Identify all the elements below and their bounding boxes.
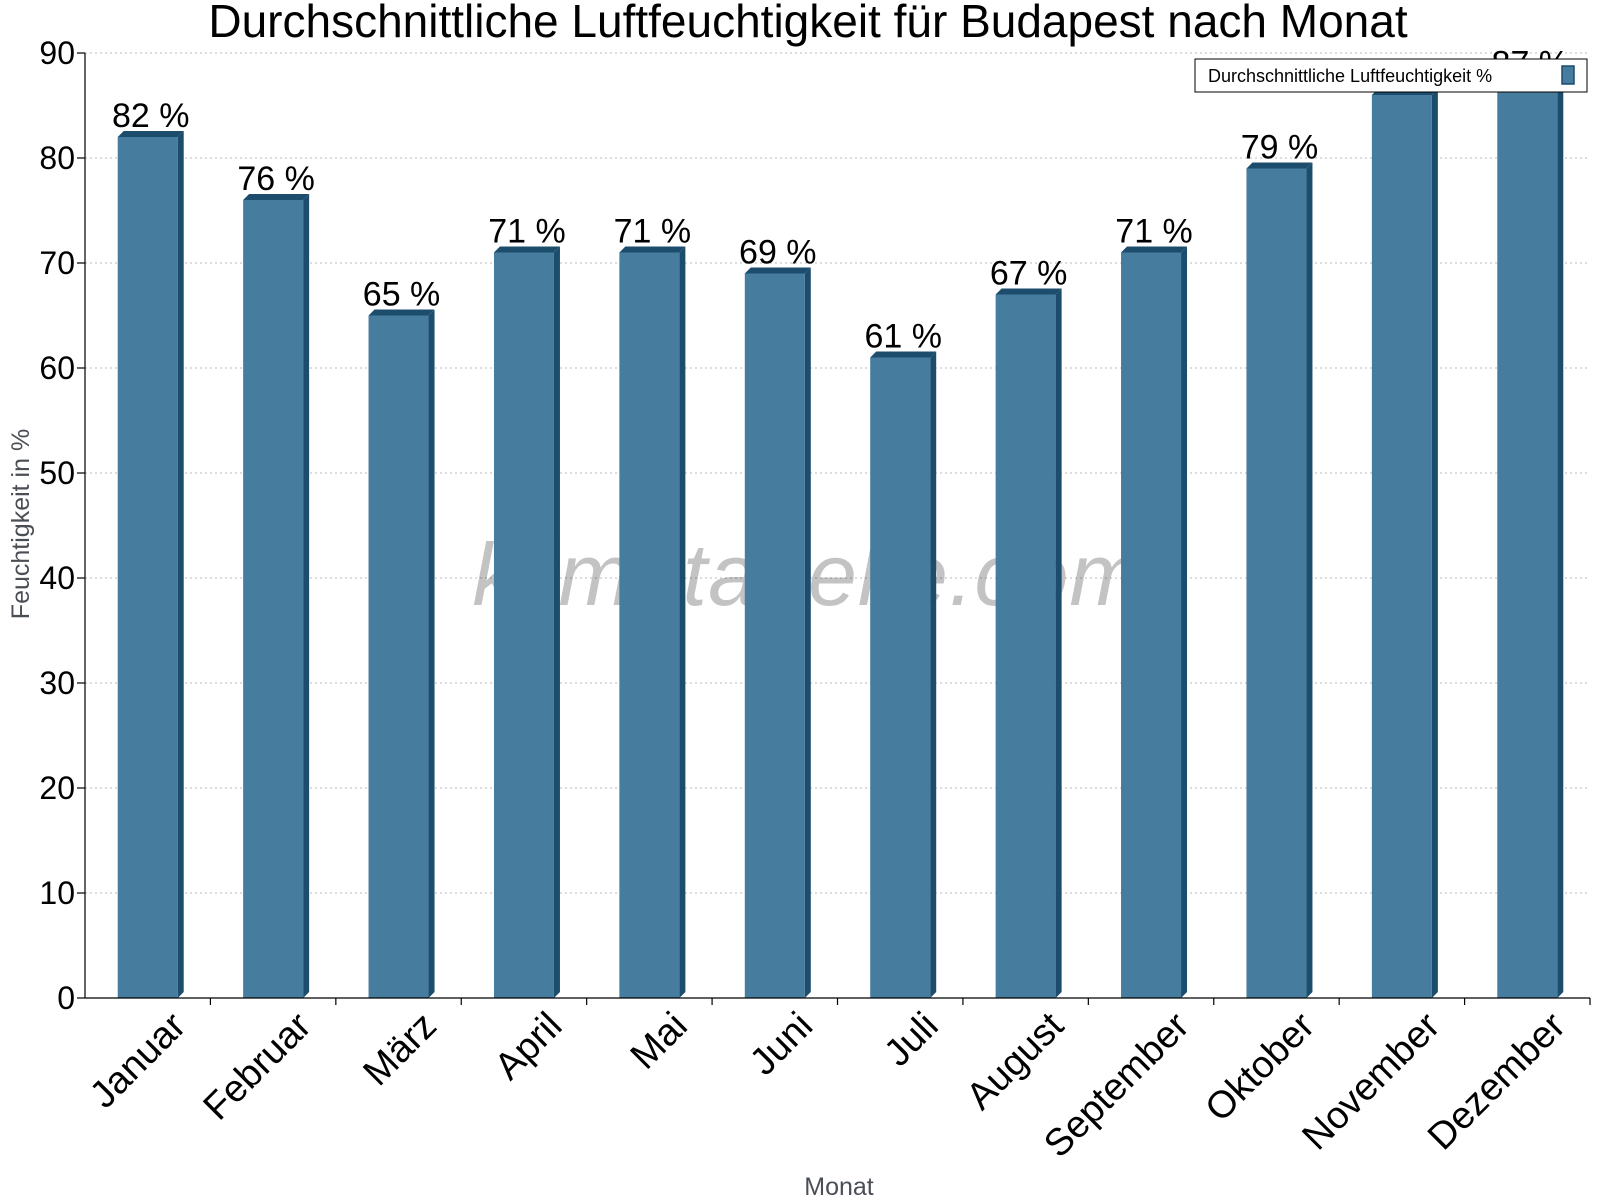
- bar-side: [553, 246, 560, 998]
- y-axis-title: Feuchtigkeit in %: [7, 429, 35, 619]
- legend-label: Durchschnittliche Luftfeuchtigkeit %: [1208, 66, 1492, 86]
- legend: Durchschnittliche Luftfeuchtigkeit %: [1194, 58, 1588, 93]
- bar-front: [995, 294, 1056, 998]
- bar-side: [1306, 162, 1313, 998]
- bar-front: [493, 252, 554, 998]
- bar: [243, 194, 310, 998]
- bar-value-label: 71 %: [614, 213, 692, 251]
- bar: [1246, 162, 1313, 998]
- bar-top: [493, 246, 560, 253]
- bar-side: [177, 131, 184, 998]
- bar: [493, 246, 560, 998]
- bar: [619, 246, 686, 998]
- bar-value-label: 82 %: [112, 97, 190, 135]
- bar-series: [117, 78, 1564, 998]
- x-tick-label: Februar: [196, 1004, 320, 1128]
- bar: [117, 131, 184, 998]
- bar-top: [995, 288, 1062, 295]
- bar-side: [804, 267, 811, 998]
- bar-value-label: 71 %: [1115, 213, 1193, 251]
- y-tick-label: 40: [39, 560, 75, 596]
- bar-top: [117, 131, 184, 137]
- bar-value-label: 69 %: [739, 234, 817, 272]
- bar-side: [1181, 246, 1188, 998]
- x-tick-label: Dezember: [1420, 1004, 1574, 1158]
- bar-front: [619, 252, 680, 998]
- bar-side: [679, 246, 686, 998]
- y-tick-label: 30: [39, 665, 75, 701]
- bar-front: [1371, 95, 1432, 998]
- legend-swatch: [1561, 65, 1575, 85]
- x-tick-label: August: [959, 1004, 1073, 1118]
- bar: [1497, 78, 1564, 998]
- bar-side: [428, 309, 435, 998]
- x-tick-label: Juni: [742, 1005, 821, 1084]
- bar-front: [1121, 252, 1182, 998]
- y-tick-label: 80: [39, 140, 75, 176]
- y-tick-label: 50: [39, 455, 75, 491]
- bar-front: [117, 137, 178, 998]
- bar: [1371, 89, 1438, 998]
- x-tick-label: Januar: [82, 1004, 194, 1116]
- x-axis-title: Monat: [804, 1173, 874, 1200]
- bar-top: [619, 246, 686, 253]
- bar-front: [1246, 168, 1307, 998]
- bar: [744, 267, 811, 998]
- y-tick-label: 10: [39, 875, 75, 911]
- bar: [870, 351, 937, 998]
- y-tick-label: 0: [57, 980, 75, 1016]
- x-tick-label: März: [355, 1005, 444, 1094]
- bar-value-label: 61 %: [864, 318, 942, 356]
- x-tick-label: Juli: [877, 1005, 947, 1075]
- bar-front: [368, 315, 429, 998]
- bar-side: [1431, 89, 1438, 998]
- bar-value-label: 76 %: [237, 160, 315, 198]
- bar-value-label: 67 %: [990, 255, 1068, 293]
- y-tick-label: 60: [39, 350, 75, 386]
- bar-front: [243, 200, 304, 998]
- y-tick-label: 70: [39, 245, 75, 281]
- legend-box: [1194, 58, 1588, 93]
- bar-top: [243, 194, 310, 200]
- bar-top: [1246, 162, 1313, 169]
- bar-top: [368, 309, 435, 316]
- bar-top: [1121, 246, 1188, 253]
- bar-value-label: 79 %: [1241, 129, 1319, 167]
- y-tick-label: 90: [39, 35, 75, 71]
- x-tick-label: Mai: [623, 1005, 696, 1078]
- chart-title: Durchschnittliche Luftfeuchtigkeit für B…: [208, 0, 1407, 47]
- grid-lines: [85, 52, 1590, 894]
- bar-front: [870, 357, 931, 998]
- bar-top: [744, 267, 811, 274]
- bar-front: [1497, 84, 1558, 998]
- bar-side: [1557, 78, 1564, 998]
- bar-top: [870, 351, 937, 358]
- bar: [368, 309, 435, 998]
- bar-side: [303, 194, 310, 998]
- bar-side: [930, 351, 937, 998]
- bar-side: [1055, 288, 1062, 998]
- bar: [1121, 246, 1188, 998]
- x-tick-label: April: [487, 1005, 570, 1088]
- x-axis-ticks: Januar Februar März April Mai Juni Juli AugustS…: [82, 998, 1591, 1166]
- bar: [995, 288, 1062, 998]
- bar-value-label: 65 %: [363, 276, 441, 314]
- y-axis-ticks: 0 10 20 30 40 50 60 70 80 90: [39, 35, 85, 1016]
- x-tick-label: Oktober: [1198, 1004, 1324, 1130]
- bar-front: [744, 273, 805, 998]
- y-tick-label: 20: [39, 770, 75, 806]
- bar-value-label: 71 %: [488, 213, 566, 251]
